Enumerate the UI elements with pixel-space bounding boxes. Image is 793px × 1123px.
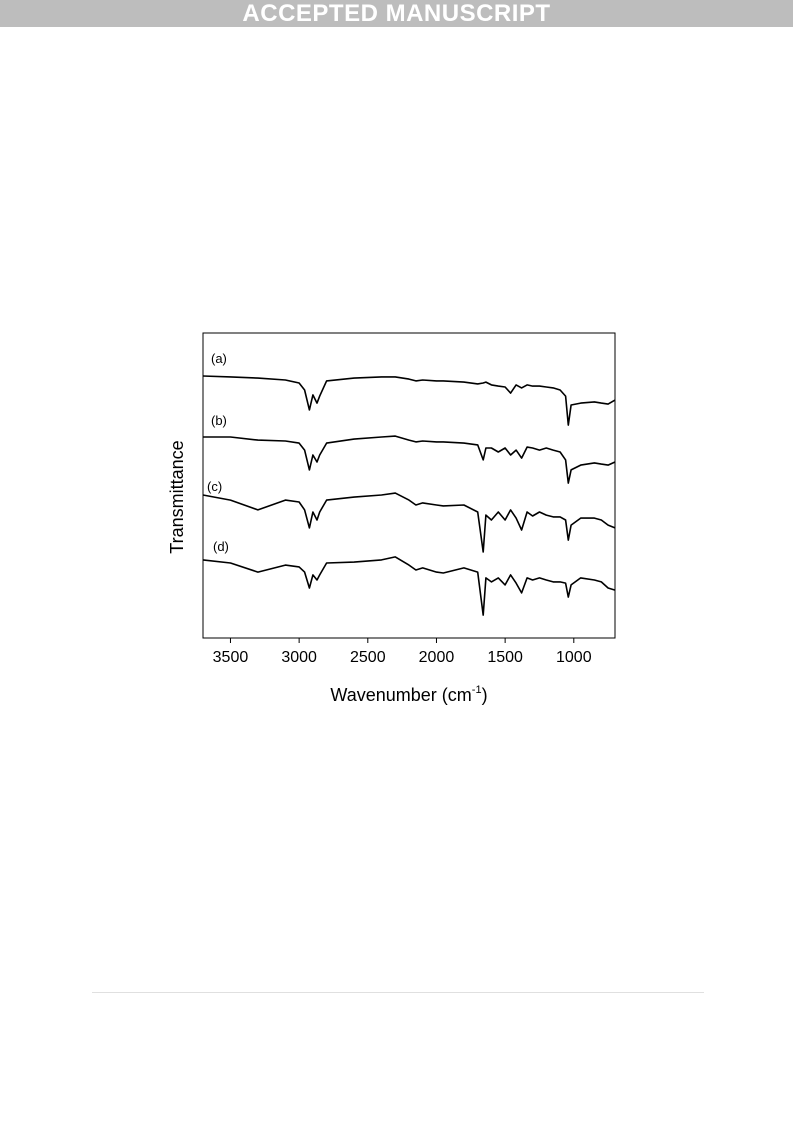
series-label: (c) [207,479,222,494]
plot-frame [202,332,616,639]
header-banner: ACCEPTED MANUSCRIPT [0,0,793,27]
y-axis-label: Transmittance [167,440,187,553]
spectrum-line [202,375,616,426]
x-tick-label: 1000 [556,649,592,666]
x-label-end: ) [482,685,488,705]
spectrum-line [202,556,616,616]
series-label: (b) [211,413,227,428]
x-label-sup: -1 [472,684,482,696]
spectrum-line [202,492,616,553]
x-tick-label: 3500 [213,649,249,666]
footer-rule [92,992,704,993]
series-label: (d) [213,539,229,554]
x-tick-label: 3000 [281,649,317,666]
x-tick-label: 2000 [419,649,455,666]
x-tick-label: 2500 [350,649,386,666]
series-label: (a) [211,351,227,366]
x-tick-label: 1500 [487,649,523,666]
spectrum-line [203,435,616,484]
x-label-text: Wavenumber (cm [330,685,471,705]
x-axis-label: Wavenumber (cm-1) [330,684,487,705]
